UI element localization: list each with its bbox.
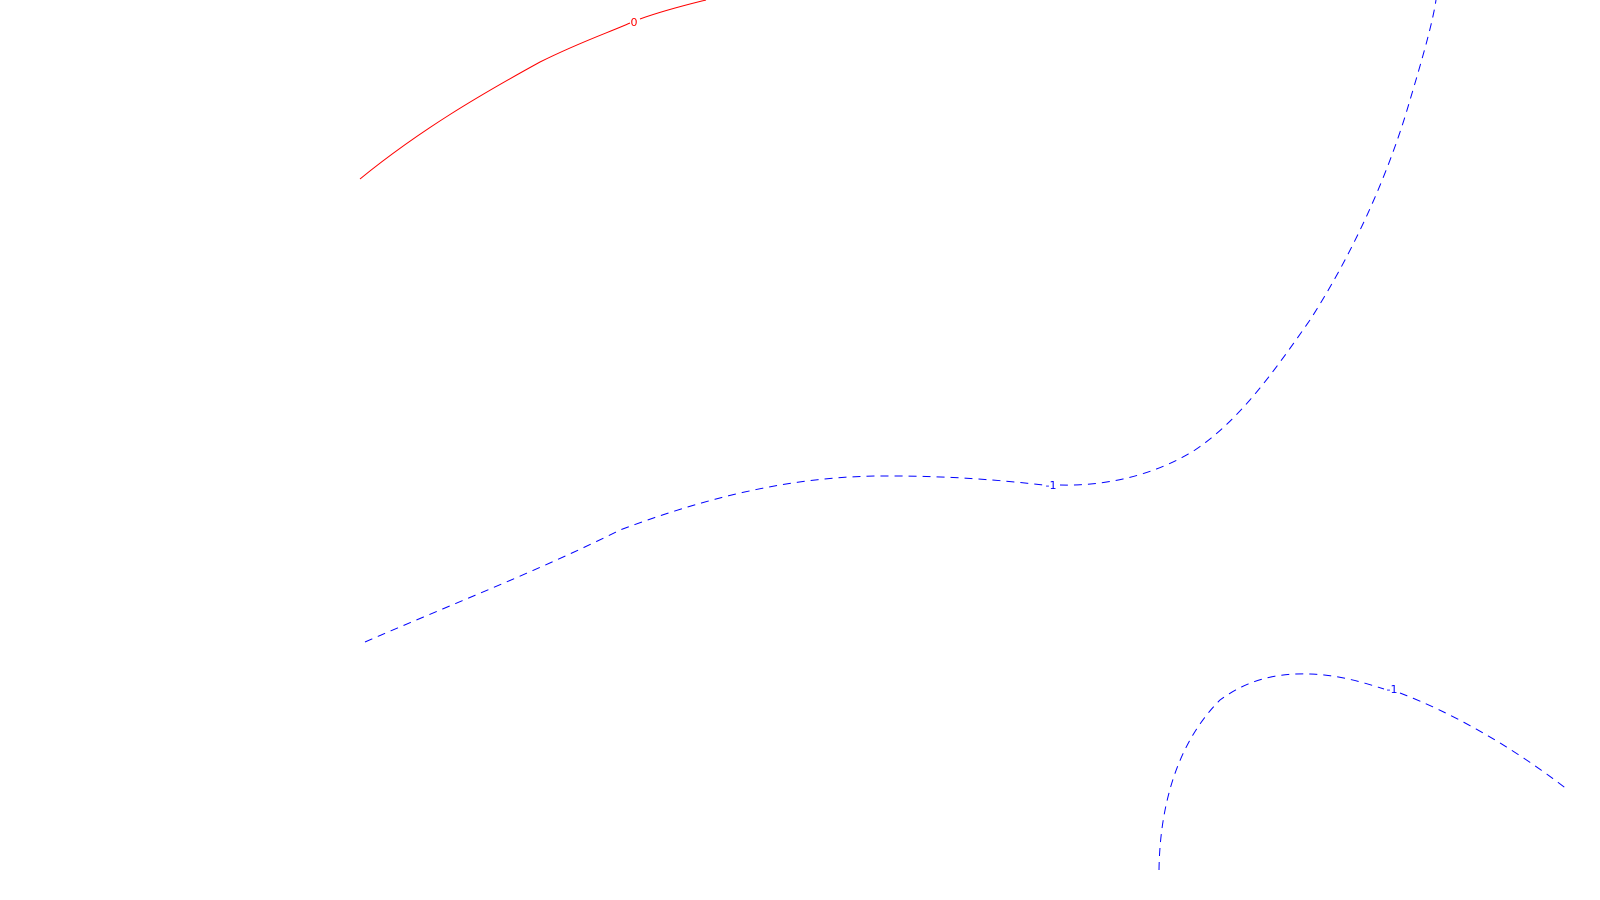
contour-label-neg-lower: -1 [1387, 683, 1398, 696]
contour-line-zero-tail [639, 0, 707, 20]
contour-line-neg-lower-tail [1399, 692, 1569, 791]
contour-line-neg-upper [364, 475, 1044, 643]
contour-label-neg-upper: -1 [1046, 479, 1057, 492]
contour-line-zero [359, 22, 631, 180]
contour-line-neg-upper-tail [1059, 0, 1437, 486]
contour-line-neg-lower [1158, 673, 1385, 871]
contour-label-zero: 0 [631, 16, 638, 29]
